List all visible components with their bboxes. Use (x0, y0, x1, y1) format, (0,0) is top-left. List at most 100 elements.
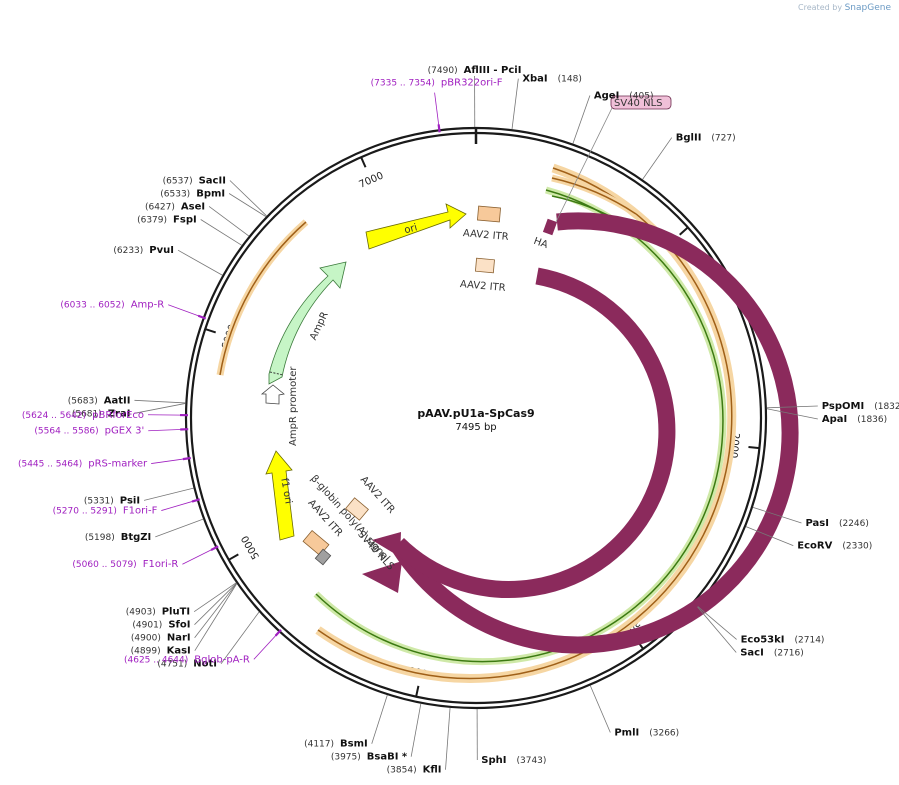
site-leader-line (134, 399, 186, 404)
site-leader-line (193, 582, 237, 613)
tick-mark (679, 226, 689, 236)
primer-leader-line (168, 304, 202, 318)
tick-mark (360, 156, 367, 168)
site-label-nari: (4900) NarI (131, 633, 191, 644)
plasmid-name: pAAV.pU1a-SpCas9 (417, 407, 534, 420)
site-position: (3854) (387, 765, 417, 775)
site-leader-line (410, 703, 422, 757)
tick-label: 7000 (358, 170, 386, 190)
site-name: PmlI (614, 728, 639, 739)
site-label-asei: (6427) AseI (145, 201, 205, 212)
ha-label: HA (532, 236, 549, 251)
site-leader-line (697, 606, 737, 640)
primer-range: (5445 .. 5464) (18, 459, 82, 469)
primer-label-pgex-3: (5564 .. 5586) pGEX 3' (34, 426, 144, 437)
site-position: (4117) (304, 739, 334, 749)
primer-leader-line (148, 428, 184, 432)
site-label-kasi: (4899) KasI (131, 646, 191, 657)
tick-mark (415, 685, 420, 697)
site-label-pluti: (4903) PluTI (126, 607, 190, 618)
site-leader-line (155, 518, 204, 538)
site-leader-line (572, 95, 591, 144)
site-name: AseI (181, 201, 205, 212)
site-leader-line (177, 249, 223, 276)
cas9-label-1: Cas9 (599, 486, 621, 513)
site-leader-line (194, 583, 237, 638)
site-leader-line (220, 611, 260, 664)
site-position: (4751) (157, 659, 187, 669)
aav2-itr-box-3 (345, 497, 369, 521)
site-leader-line (766, 408, 818, 420)
site-label-psii: (5331) PsiI (84, 495, 140, 506)
site-position: (4901) (132, 620, 162, 630)
site-position: (5681) (72, 409, 102, 419)
ampr-arrow (268, 261, 347, 385)
site-leader-line (208, 206, 250, 237)
site-label-sfoi: (4901) SfoI (132, 620, 190, 631)
ampr-promoter-junction (269, 371, 284, 376)
primer-leader-line (434, 92, 440, 128)
site-position: (405) (629, 91, 653, 101)
primer-name: pGEX 3' (105, 426, 145, 437)
primer-leader-line (161, 500, 196, 511)
site-leader-line (194, 582, 237, 625)
site-position: (5198) (85, 532, 115, 542)
site-label-pspomi: PspOMI (1832) (822, 401, 899, 412)
site-name: AatII (104, 395, 131, 406)
orf-arc-right-green-line (315, 189, 724, 663)
site-name: ZraI (108, 408, 131, 419)
primer-label-prs-marker: (5445 .. 5464) pRS-marker (18, 459, 148, 470)
site-name: AflIII - PciI (464, 65, 522, 76)
site-name: SfoI (168, 620, 190, 631)
sv40-nls-leader (555, 107, 613, 223)
site-name: BglII (676, 133, 702, 144)
primer-leader-line (182, 548, 214, 565)
site-label-agei: AgeI (405) (594, 91, 654, 102)
site-position: (2714) (795, 635, 825, 645)
ampr-promoter-label: AmpR promoter (288, 366, 299, 446)
site-name: NarI (167, 633, 191, 644)
aav2-itr-box-2 (474, 257, 495, 274)
site-leader-line (143, 487, 194, 501)
site-name: PspOMI (822, 401, 864, 412)
site-label-bpmi: (6533) BpmI (160, 188, 225, 199)
site-name: NotI (193, 659, 217, 670)
primer-name: Bglob-pA-R (194, 654, 250, 665)
site-name: PvuI (149, 245, 174, 256)
site-leader-line (752, 506, 802, 524)
primer-range: (5564 .. 5586) (34, 426, 98, 436)
ha-tag-block (542, 218, 558, 236)
site-position: (2716) (774, 648, 804, 658)
ori-label: ori (403, 222, 418, 236)
bglob-small-box (314, 548, 332, 566)
site-position: (6233) (113, 246, 143, 256)
primer-label-pbrforeco: (5624 .. 5642) pBRforEco (22, 410, 144, 421)
site-name: BpmI (196, 188, 225, 199)
aav2-itr-label-1: AAV2 ITR (462, 228, 509, 243)
primer-range: (5060 .. 5079) (72, 560, 136, 570)
aav2-itr-box-1 (476, 205, 502, 223)
site-position: (2330) (842, 541, 872, 551)
site-position: (7490) (428, 66, 458, 76)
primer-name: pRS-marker (88, 459, 148, 470)
f1-ori-label: f1 ori (278, 477, 293, 505)
primer-name: pBRforEco (92, 410, 144, 421)
site-name: KflI (423, 765, 442, 776)
ampr-label: AmpR (308, 310, 331, 342)
site-label-afliii-pcii: (7490) AflIII - PciI (428, 65, 522, 76)
primer-range: (5270 .. 5291) (53, 506, 117, 516)
tick-mark (748, 445, 760, 450)
primer-name: Amp-R (131, 300, 165, 311)
site-leader-line (589, 685, 611, 733)
site-name: Eco53kI (741, 634, 785, 645)
site-position: (5331) (84, 496, 114, 506)
site-name: FspI (173, 214, 197, 225)
site-label-btgzi: (5198) BtgZI (85, 532, 151, 543)
site-label-pmli: PmlI (3266) (614, 728, 679, 739)
site-name: SacII (199, 175, 226, 186)
primer-label-pbr322ori-f: (7335 .. 7354) pBR322ori-F (371, 78, 503, 89)
backbone-outer-ring (184, 126, 768, 710)
f1-ori-arrow (265, 450, 295, 541)
site-position: (148) (558, 74, 582, 84)
site-position: (727) (711, 133, 735, 143)
